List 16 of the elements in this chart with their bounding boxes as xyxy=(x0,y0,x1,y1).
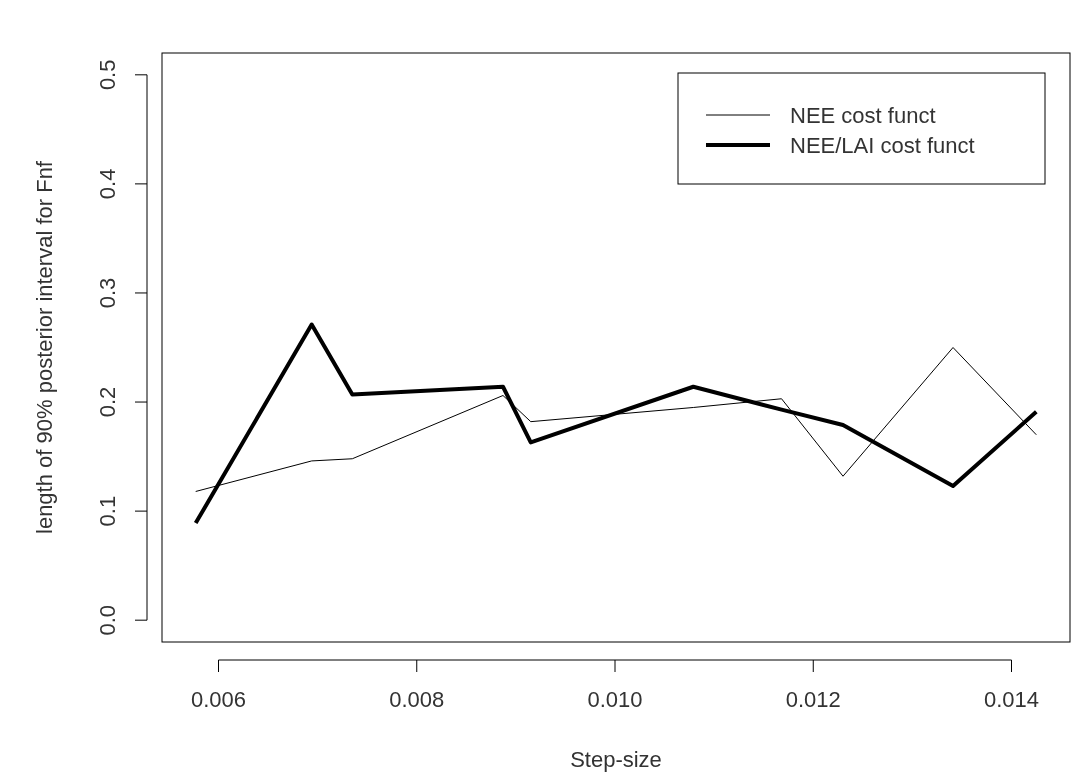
y-tick-label: 0.3 xyxy=(95,277,120,309)
x-tick-label: 0.006 xyxy=(190,687,247,712)
x-axis-title: Step-size xyxy=(570,747,662,772)
legend-label: NEE/LAI cost funct xyxy=(790,133,975,158)
y-tick-label: 0.5 xyxy=(95,59,120,91)
y-tick-label: 0.2 xyxy=(95,386,120,418)
y-tick-label: 0.1 xyxy=(95,495,120,527)
x-tick-label: 0.014 xyxy=(983,687,1040,712)
x-tick-label: 0.010 xyxy=(587,687,643,712)
y-tick-label: 0.4 xyxy=(95,168,120,200)
y-axis-title: length of 90% posterior interval for Fnf xyxy=(32,160,57,534)
x-tick-label: 0.012 xyxy=(785,687,841,712)
y-tick-label: 0.0 xyxy=(95,604,120,636)
legend-label: NEE cost funct xyxy=(790,103,936,128)
x-tick-label: 0.008 xyxy=(389,687,445,712)
line-series xyxy=(193,322,1039,526)
